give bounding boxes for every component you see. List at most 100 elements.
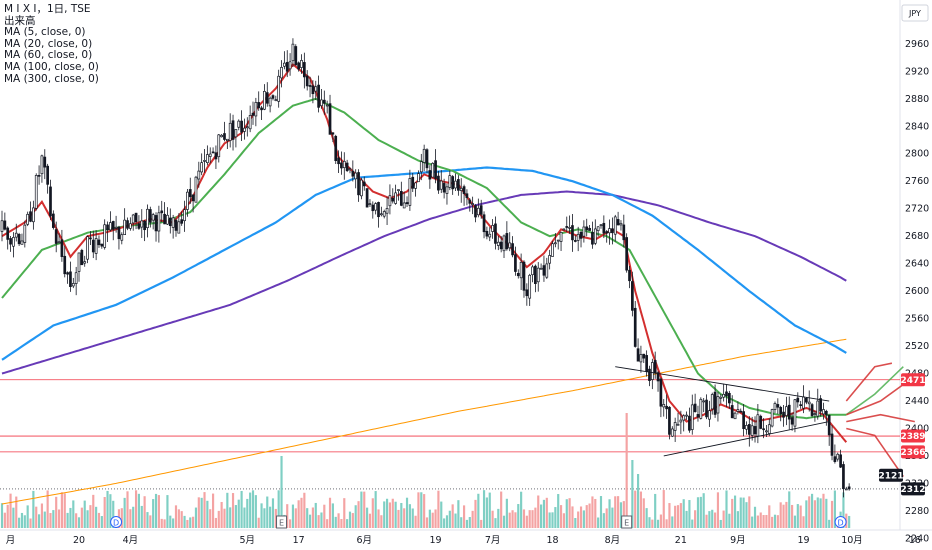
volume-bar bbox=[662, 490, 665, 528]
candle bbox=[705, 394, 708, 420]
price-tag-bg bbox=[901, 429, 925, 443]
volume-bar bbox=[100, 516, 103, 528]
candle bbox=[340, 151, 343, 175]
candle bbox=[542, 255, 546, 282]
candle bbox=[516, 269, 520, 279]
candle-body bbox=[51, 213, 55, 228]
candle bbox=[285, 50, 289, 78]
x-tick-10: 21 bbox=[675, 535, 687, 546]
candle-body bbox=[129, 223, 132, 229]
candle-body bbox=[710, 394, 714, 410]
event-marker-d-3[interactable]: D bbox=[834, 516, 847, 528]
candle bbox=[314, 80, 318, 101]
candle-body bbox=[271, 95, 275, 99]
candle bbox=[702, 398, 706, 413]
volume-bar bbox=[388, 502, 392, 528]
time-axis[interactable]: 月 20 4月 5月 17 6月 19 7月 18 8月 21 9月 19 10月 16 bbox=[6, 535, 921, 546]
candle-body bbox=[117, 226, 121, 240]
volume-bar bbox=[311, 507, 314, 528]
candle bbox=[528, 273, 532, 306]
candle bbox=[100, 243, 104, 249]
volume-bar bbox=[579, 506, 583, 528]
volume-bar bbox=[719, 519, 722, 528]
candle bbox=[847, 483, 851, 491]
volume-bar bbox=[428, 509, 431, 528]
candle bbox=[29, 201, 32, 223]
candle-body bbox=[214, 152, 218, 160]
candle bbox=[514, 246, 517, 276]
volume-bar bbox=[271, 498, 275, 528]
candle bbox=[425, 148, 429, 174]
projection-lines bbox=[845, 362, 915, 478]
candle bbox=[414, 182, 417, 197]
volume-bar bbox=[214, 517, 218, 528]
candle-body bbox=[785, 406, 788, 416]
candle-body bbox=[6, 227, 10, 240]
y-tick-2960: 2960 bbox=[905, 39, 929, 50]
legend-ma5[interactable]: MA (5, close, 0) bbox=[4, 26, 86, 39]
candle-body bbox=[425, 149, 429, 169]
volume-bar bbox=[246, 498, 249, 528]
candle bbox=[459, 178, 463, 203]
volume-bar bbox=[97, 512, 101, 528]
volume-bar bbox=[294, 508, 297, 528]
candle bbox=[716, 391, 720, 422]
x-tick-5: 6月 bbox=[356, 535, 372, 546]
candle bbox=[54, 221, 58, 253]
candle bbox=[457, 175, 460, 196]
candle bbox=[773, 401, 777, 414]
candle bbox=[6, 226, 10, 250]
candle-body bbox=[123, 219, 126, 235]
candle bbox=[51, 210, 55, 230]
legend-ma100[interactable]: MA (100, close, 0) bbox=[4, 60, 99, 73]
candle-body bbox=[502, 235, 506, 252]
candle-body bbox=[733, 412, 737, 420]
candle bbox=[280, 60, 283, 88]
candle bbox=[767, 418, 771, 437]
candle bbox=[519, 253, 523, 290]
candle-body bbox=[648, 368, 651, 381]
event-marker-e-2[interactable]: E bbox=[621, 515, 633, 529]
candle-body bbox=[3, 220, 7, 230]
price-axis[interactable]: 3000296029202880284028002760272026802640… bbox=[905, 11, 929, 544]
legend-ma300[interactable]: MA (300, close, 0) bbox=[4, 72, 99, 85]
volume-bar bbox=[440, 501, 443, 528]
volume-bar bbox=[40, 503, 44, 528]
legend-volume[interactable]: 出来高 bbox=[4, 14, 36, 27]
candle bbox=[551, 240, 554, 257]
event-marker-e-1[interactable]: E bbox=[276, 515, 288, 529]
candle bbox=[839, 449, 842, 468]
candle-body bbox=[268, 97, 272, 107]
candle bbox=[334, 134, 338, 164]
candle bbox=[277, 69, 281, 108]
volume-bar bbox=[351, 513, 354, 528]
candle bbox=[129, 217, 132, 231]
volume-bar bbox=[805, 500, 808, 528]
candle-body bbox=[805, 397, 808, 403]
volume-bar bbox=[833, 490, 836, 528]
legend-ma20[interactable]: MA (20, close, 0) bbox=[4, 37, 93, 50]
currency-box[interactable]: JPY bbox=[901, 4, 929, 22]
volume-bar bbox=[517, 504, 520, 528]
candle bbox=[454, 173, 457, 191]
legend-ma60[interactable]: MA (60, close, 0) bbox=[4, 49, 93, 62]
y-tick-2840: 2840 bbox=[905, 121, 929, 132]
candle bbox=[699, 397, 703, 420]
candle bbox=[288, 53, 292, 76]
candle bbox=[582, 220, 586, 243]
candle bbox=[32, 200, 35, 230]
volume-bar bbox=[830, 500, 834, 528]
horizontal-lines bbox=[0, 379, 900, 490]
volume-bar bbox=[403, 508, 406, 528]
legend-title[interactable]: M I X I，1日, TSE bbox=[4, 3, 91, 15]
candle bbox=[616, 211, 620, 226]
candle bbox=[685, 411, 688, 420]
candle bbox=[465, 189, 469, 206]
volume-bar bbox=[77, 517, 81, 528]
event-marker-d-0[interactable]: D bbox=[110, 516, 123, 528]
volume-bar bbox=[72, 500, 75, 528]
volume-bar bbox=[80, 507, 83, 528]
candle-body bbox=[211, 151, 215, 154]
